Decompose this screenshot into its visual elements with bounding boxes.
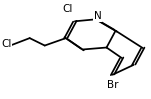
Text: Br: Br [107,80,118,90]
Text: Cl: Cl [62,4,72,14]
Text: Cl: Cl [1,39,12,49]
Text: N: N [94,11,101,21]
